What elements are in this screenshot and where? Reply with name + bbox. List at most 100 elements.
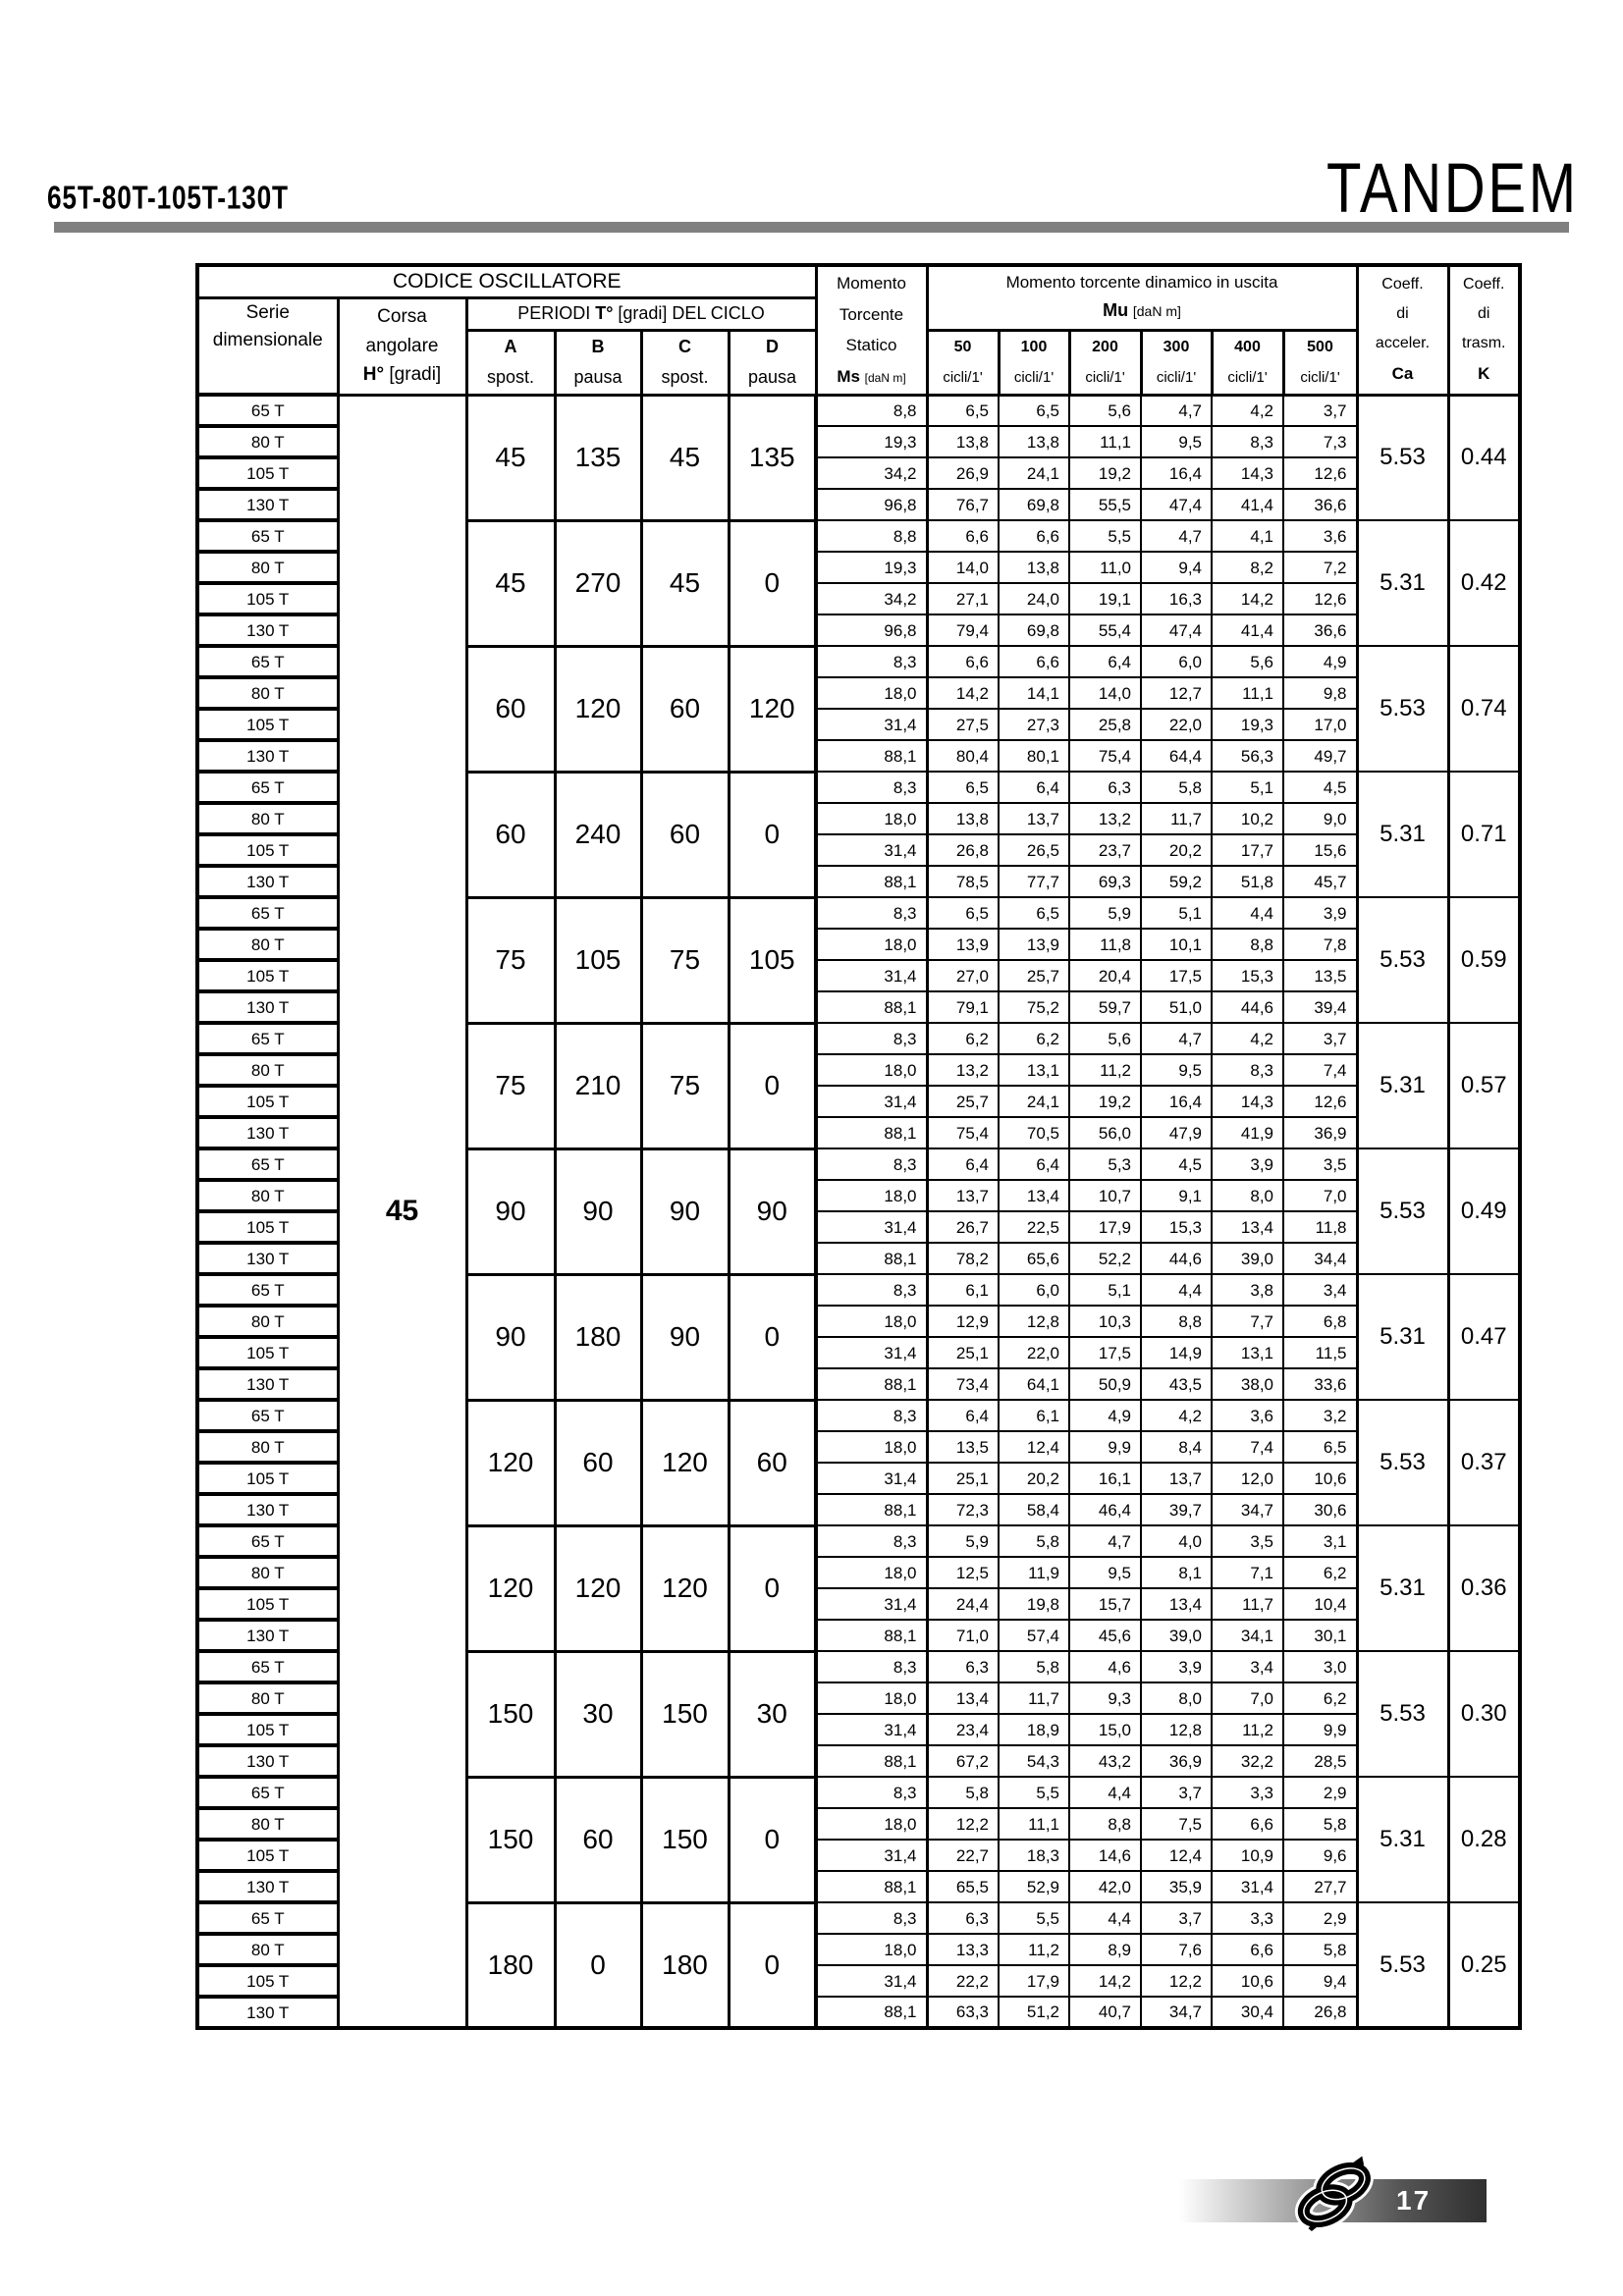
mu-cell: 13,5 — [1282, 959, 1358, 992]
ms-cell: 88,1 — [814, 1493, 929, 1526]
mu-cell: 75,4 — [1068, 739, 1142, 773]
periodi-post: [gradi] DEL CICLO — [613, 303, 765, 323]
mu-cell: 13,1 — [998, 1053, 1070, 1087]
ms-cell: 8,8 — [814, 394, 929, 427]
table-row: 80 T 18,0 12,9 12,8 10,3 8,8 7,7 6,8 — [196, 1304, 1520, 1339]
table-row: 130 T 88,1 71,0 57,4 45,6 39,0 34,1 30,1 — [196, 1618, 1520, 1653]
mu-cell: 14,2 — [926, 676, 1000, 710]
mu-cell: 13,1 — [1211, 1336, 1284, 1369]
ms-cell: 18,0 — [814, 928, 929, 961]
ca-cell: 5.53 — [1355, 896, 1449, 1024]
period-c-cell: 75 — [639, 1021, 730, 1150]
mu-cell: 10,6 — [1282, 1462, 1358, 1495]
mu-cell: 6,8 — [1282, 1305, 1358, 1338]
mu-cell: 51,2 — [998, 1996, 1070, 2029]
period-a-cell: 150 — [464, 1775, 557, 1904]
mu-cell: 3,3 — [1211, 1901, 1284, 1935]
period-b-cell: 210 — [553, 1021, 643, 1150]
mu-cell: 79,1 — [926, 990, 1000, 1024]
mu-cell: 6,3 — [1068, 771, 1142, 804]
mu-cell: 58,4 — [998, 1493, 1070, 1526]
mu-cell: 63,3 — [926, 1996, 1000, 2029]
mu-cell: 10,2 — [1211, 802, 1284, 835]
mu-cell: 14,3 — [1211, 1085, 1284, 1118]
ms-cell: 8,3 — [814, 1776, 929, 1809]
mu-cell: 9,5 — [1140, 425, 1213, 458]
ms-cell: 18,0 — [814, 1305, 929, 1338]
k-cell: 0.47 — [1446, 1273, 1521, 1401]
mu-cell: 12,4 — [1140, 1839, 1213, 1872]
ca-head-line: acceler. — [1375, 335, 1431, 352]
brand-title: TANDEM — [1326, 148, 1579, 227]
mu-cell: 10,4 — [1282, 1587, 1358, 1621]
mu-cell: 19,2 — [1068, 456, 1142, 490]
ms-cell: 88,1 — [814, 1744, 929, 1778]
mu-cell: 27,1 — [926, 582, 1000, 615]
period-b-cell: 180 — [553, 1272, 643, 1402]
series-cell: 130 T — [196, 1618, 340, 1653]
mu-cell: 6,4 — [926, 1148, 1000, 1181]
series-cell: 130 T — [196, 487, 340, 522]
mu-cell: 31,4 — [1211, 1870, 1284, 1903]
series-cell: 65 T — [196, 895, 340, 931]
mu-cell: 14,2 — [1211, 582, 1284, 615]
ms-cell: 31,4 — [814, 1964, 929, 1998]
period-letter: C — [678, 337, 691, 356]
mu-cell: 41,9 — [1211, 1116, 1284, 1149]
mu-cell: 64,1 — [998, 1367, 1070, 1401]
table-row: 65 T 60 240 60 0 8,3 6,5 6,4 6,3 5,8 5,1 4,5 5.31 0.7… — [196, 770, 1521, 899]
mu-cell: 12,6 — [1282, 1085, 1358, 1118]
page-title: 65T-80T-105T-130T — [47, 179, 289, 216]
ca-head-line: di — [1396, 305, 1409, 323]
mu-cell: 19,8 — [998, 1587, 1070, 1621]
mu-cell: 6,6 — [926, 645, 1000, 678]
period-a-cell: 45 — [464, 518, 557, 648]
mu-cell: 4,1 — [1211, 519, 1284, 553]
table-row: 80 T 18,0 13,7 13,4 10,7 9,1 8,0 7,0 — [196, 1178, 1520, 1213]
mu-cell: 3,7 — [1140, 1901, 1213, 1935]
cycle-head-lines: 400 cicli/1' — [1215, 333, 1280, 392]
mu-cell: 75,2 — [998, 990, 1070, 1024]
mu-cell: 45,7 — [1282, 865, 1358, 898]
ms-cell: 88,1 — [814, 1870, 929, 1903]
mu-cell: 6,6 — [1211, 1933, 1284, 1966]
mu-cell: 7,4 — [1282, 1053, 1358, 1087]
ms-cell: 8,3 — [814, 645, 929, 678]
mu-cell: 19,1 — [1068, 582, 1142, 615]
mu-cell: 39,4 — [1282, 990, 1358, 1024]
mu-cell: 36,9 — [1282, 1116, 1358, 1149]
period-c-cell: 180 — [639, 1900, 730, 2030]
mu-cell: 3,0 — [1282, 1650, 1358, 1683]
header-momento-dinamico: Momento torcente dinamico in uscita Mu [… — [925, 263, 1359, 332]
ms-cell: 18,0 — [814, 1179, 929, 1212]
ms-cell: 19,3 — [814, 425, 929, 458]
ms-cell: 8,8 — [814, 519, 929, 553]
cycle-count: 100 — [1020, 338, 1048, 355]
series-cell: 65 T — [196, 518, 340, 554]
mu-cell: 17,5 — [1068, 1336, 1142, 1369]
mu-cell: 7,1 — [1211, 1556, 1284, 1589]
mu-cell: 36,6 — [1282, 488, 1358, 521]
mu-cell: 3,7 — [1140, 1776, 1213, 1809]
mu-cell: 17,9 — [998, 1964, 1070, 1998]
table-row: 80 T 18,0 13,5 12,4 9,9 8,4 7,4 6,5 — [196, 1429, 1520, 1465]
mu-cell: 3,9 — [1211, 1148, 1284, 1181]
mu-cell: 9,3 — [1068, 1682, 1142, 1715]
series-cell: 80 T — [196, 675, 340, 711]
mu-cell: 26,8 — [1282, 1996, 1358, 2029]
ca-cell: 5.53 — [1355, 1399, 1449, 1526]
mu-cell: 5,8 — [998, 1650, 1070, 1683]
mu-cell: 3,5 — [1282, 1148, 1358, 1181]
cycle-unit: cicli/1' — [1013, 369, 1055, 387]
mu-cell: 17,9 — [1068, 1210, 1142, 1244]
mu-cell: 13,7 — [1140, 1462, 1213, 1495]
table-row: 130 T 96,8 76,7 69,8 55,5 47,4 41,4 36,6 — [196, 487, 1520, 522]
mu-symbol: Mu — [1103, 300, 1129, 321]
mu-cell: 46,4 — [1068, 1493, 1142, 1526]
series-cell: 130 T — [196, 1115, 340, 1150]
table-row: 130 T 88,1 79,1 75,2 59,7 51,0 44,6 39,4 — [196, 989, 1520, 1025]
page-number: 17 — [1396, 2185, 1432, 2216]
mu-cell: 6,5 — [926, 394, 1000, 427]
header-cycles-500: 500 cicli/1' — [1281, 328, 1359, 397]
